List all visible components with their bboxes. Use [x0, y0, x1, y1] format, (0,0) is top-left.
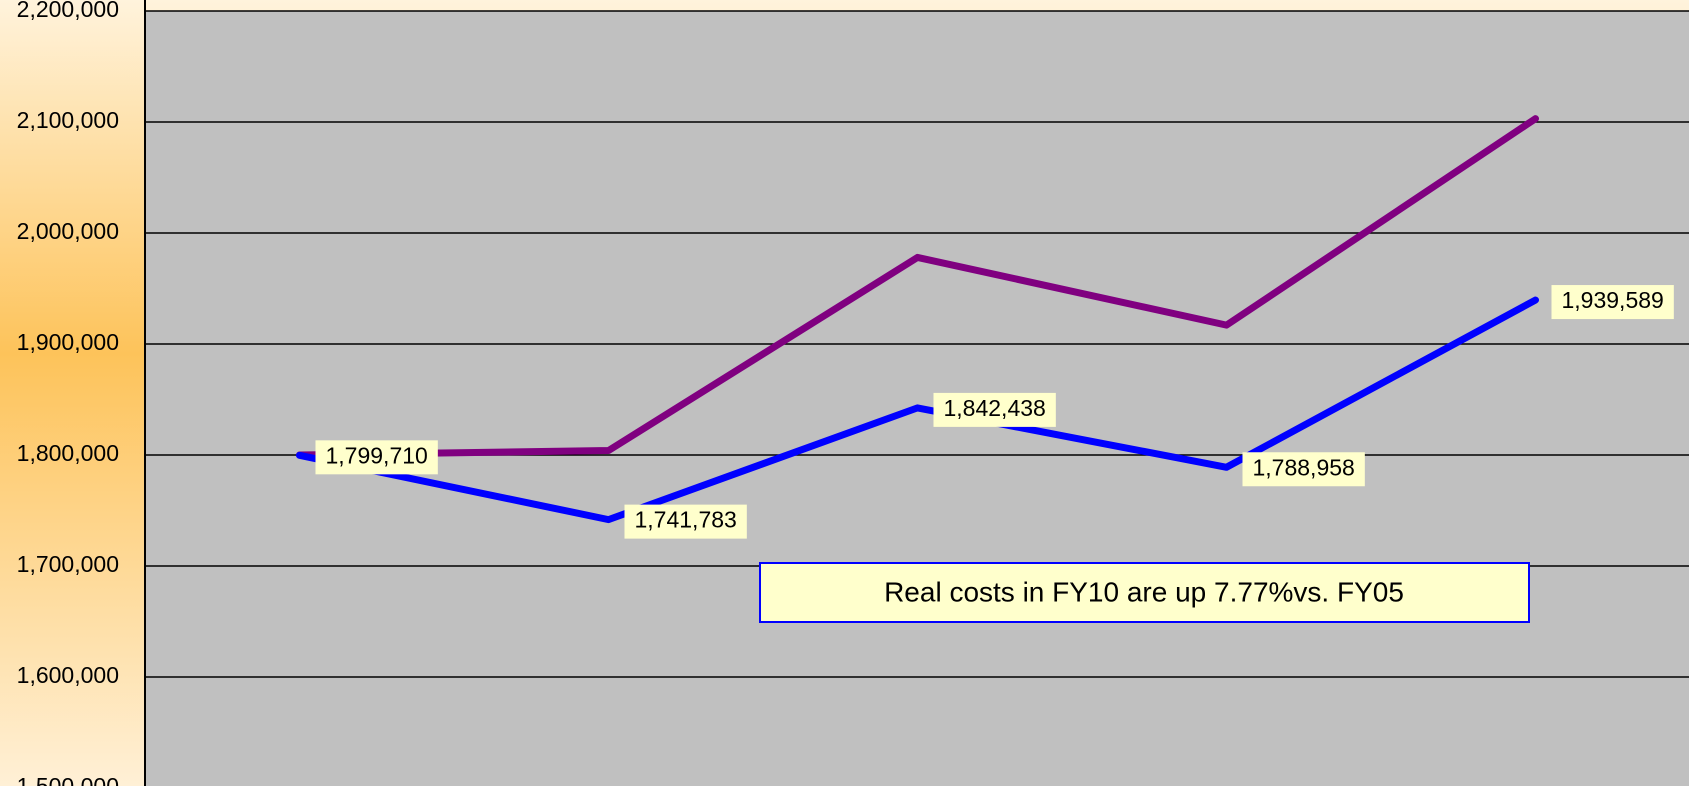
- y-tick-label: 1,500,000: [17, 773, 119, 786]
- data-label: 1,939,589: [1562, 287, 1664, 313]
- y-tick-label: 2,200,000: [17, 0, 119, 22]
- data-label: 1,788,958: [1253, 454, 1355, 480]
- annotation: Real costs in FY10 are up 7.77%vs. FY05: [884, 576, 1404, 607]
- series-line: [296, 115, 1539, 459]
- data-label: 1,842,438: [944, 395, 1046, 421]
- series-line: [296, 296, 1539, 524]
- y-tick-label: 2,100,000: [17, 107, 119, 133]
- data-label-bg: [315, 440, 438, 475]
- data-label-bg: [933, 392, 1056, 427]
- data-label: 1,799,710: [326, 442, 428, 468]
- data-label-bg: [624, 504, 747, 539]
- plot-area: [145, 11, 1689, 786]
- y-tick-label: 1,900,000: [17, 329, 119, 355]
- y-tick-label: 2,000,000: [17, 218, 119, 244]
- data-label-bg: [1242, 452, 1365, 487]
- data-label-bg: [1551, 285, 1674, 320]
- y-tick-label: 1,600,000: [17, 662, 119, 688]
- y-tick-label: 1,700,000: [17, 551, 119, 577]
- data-label: 1,741,783: [635, 507, 737, 533]
- y-tick-label: 1,800,000: [17, 440, 119, 466]
- annotation-box: [759, 562, 1530, 623]
